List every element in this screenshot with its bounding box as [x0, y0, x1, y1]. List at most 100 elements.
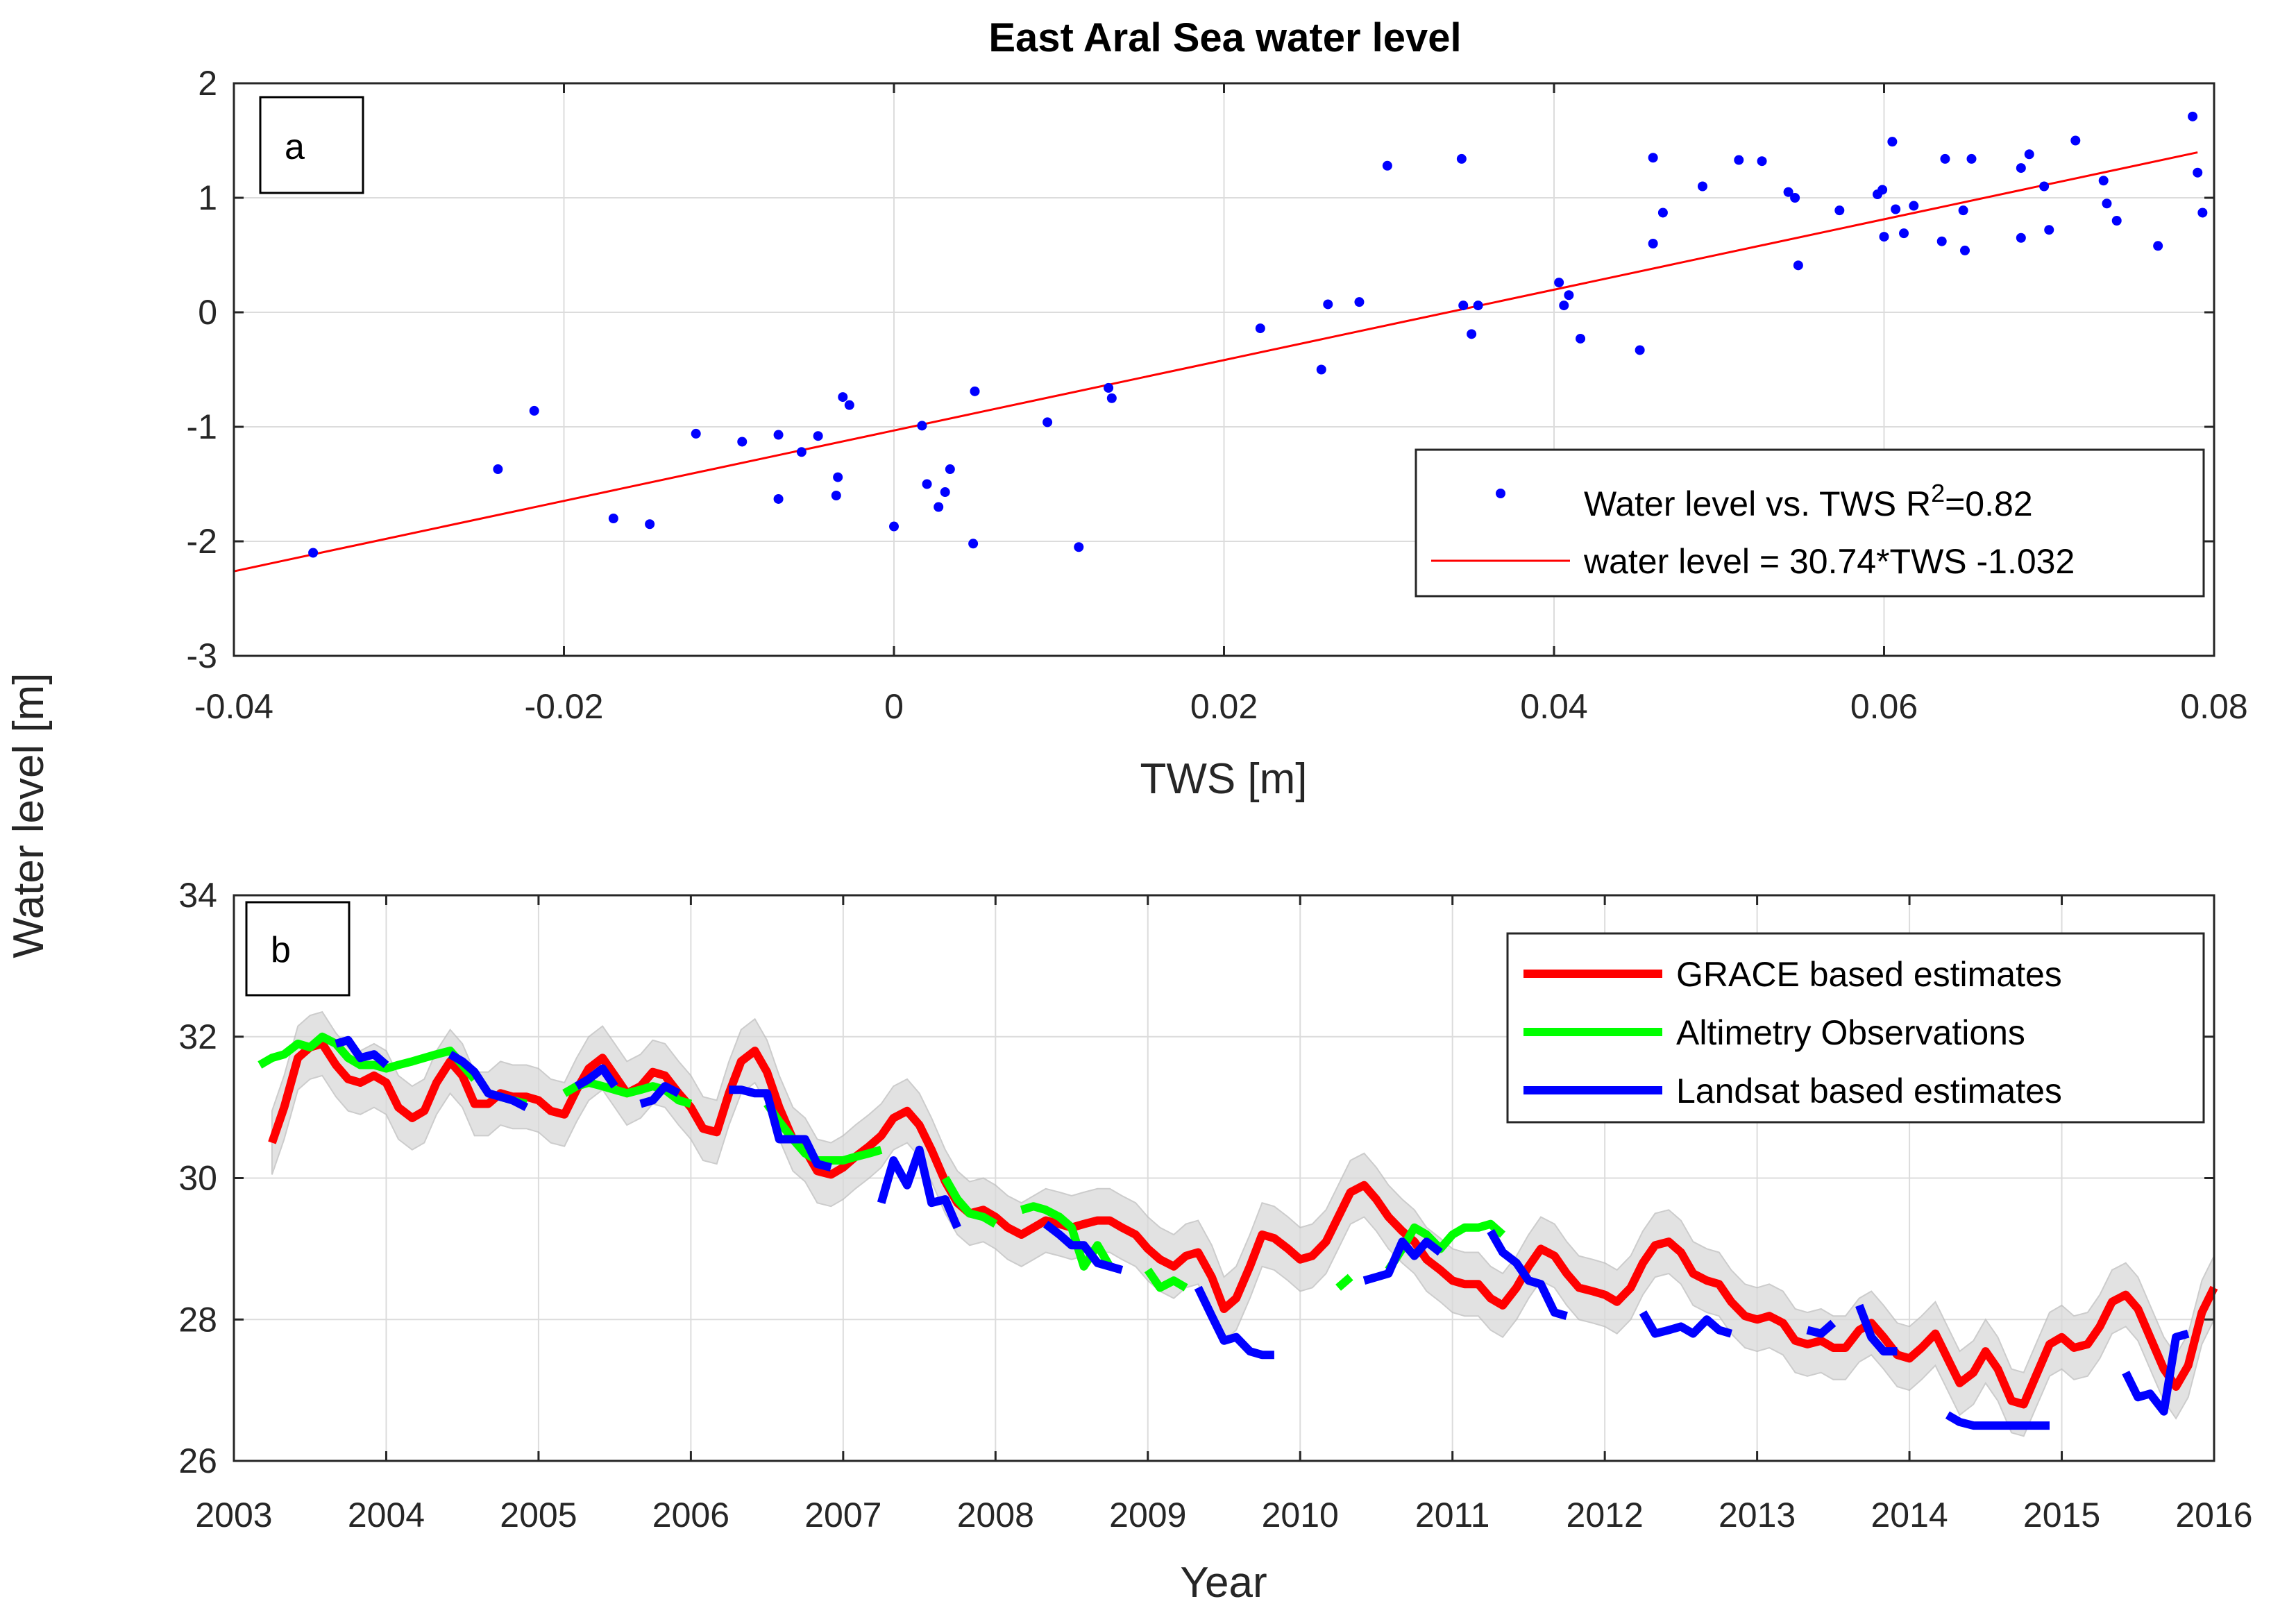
landsat-series-line [448, 1051, 529, 1111]
landsat-series-line [1043, 1220, 1124, 1274]
scatter-point [2016, 232, 2026, 243]
scatter-point [1576, 333, 1586, 344]
altimetry-series-line [1385, 1219, 1506, 1273]
scatter-point [1734, 155, 1744, 165]
landsat-series-line [639, 1082, 681, 1108]
panel-a-x-ticks: -0.04 -0.02 0 0.02 0.04 0.06 0.08 [194, 83, 2248, 726]
scatter-point [940, 487, 950, 498]
scatter-point [2197, 208, 2208, 218]
landsat-series-line [1806, 1319, 1837, 1338]
scatter-point [1473, 301, 1483, 311]
scatter-point [2188, 111, 2198, 121]
scatter-point [1316, 364, 1326, 375]
panel-a-x-tick-label: 0.08 [2180, 687, 2247, 726]
landsat-series-line [335, 1035, 389, 1069]
scatter-point [1554, 278, 1564, 288]
panel-b-tag-text: b [271, 930, 291, 970]
scatter-point [945, 464, 955, 475]
scatter-point [1959, 245, 1970, 255]
panel-b-x-tick-label: 2016 [2175, 1496, 2252, 1534]
scatter-point [2153, 241, 2163, 251]
scatter-point [1255, 323, 1265, 334]
panel-a-y-tick-label: -1 [187, 407, 217, 446]
figure-title: East Aral Sea water level [988, 15, 1461, 60]
scatter-point [796, 447, 807, 457]
panel-b-x-tick-label: 2006 [652, 1496, 729, 1534]
scatter-point [1657, 208, 1668, 218]
scatter-point [2070, 135, 2081, 146]
altimetry-series-line [1335, 1274, 1353, 1291]
scatter-point [737, 437, 748, 447]
scatter-point [922, 479, 932, 489]
scatter-point [1940, 153, 1950, 164]
scatter-point [1891, 204, 1901, 214]
panel-b-x-tick-label: 2009 [1109, 1496, 1186, 1534]
panel-a: -0.04 -0.02 0 0.02 0.04 0.06 0.08 -3 -2 -1 0 1 2 TW… [187, 64, 2248, 803]
scatter-point [773, 493, 784, 504]
scatter-point [1456, 153, 1467, 164]
legend-altimetry-label: Altimetry Observations [1676, 1013, 2025, 1052]
scatter-points [308, 111, 2208, 558]
scatter-point [1793, 260, 1803, 271]
panel-b-x-tick-label: 2013 [1719, 1496, 1796, 1534]
scatter-point [1564, 290, 1574, 301]
scatter-point [1877, 185, 1888, 195]
panel-b-y-tick-label: 26 [178, 1441, 217, 1480]
panel-b-x-ticks: 2003 2004 2005 2006 2007 2008 2009 2010 2011 2012… [195, 895, 2253, 1534]
panel-b-x-tick-label: 2010 [1262, 1496, 1339, 1534]
scatter-point [691, 428, 701, 439]
panel-b-x-tick-label: 2014 [1871, 1496, 1948, 1534]
panel-b-x-axis-label: Year [1180, 1559, 1267, 1607]
scatter-point [1458, 301, 1469, 311]
scatter-point [2098, 176, 2109, 186]
scatter-point [934, 502, 944, 512]
panel-b-tag: b [245, 901, 351, 997]
scatter-point [889, 521, 899, 532]
scatter-point [1790, 193, 1800, 203]
scatter-point [813, 431, 823, 441]
scatter-point [1382, 160, 1392, 171]
panel-a-y-tick-label: 0 [198, 293, 217, 332]
panel-b-x-tick-label: 2008 [957, 1496, 1034, 1534]
scatter-point [1323, 299, 1333, 310]
scatter-point [2024, 149, 2034, 160]
landsat-series-line [1194, 1285, 1274, 1360]
altimetry-series-line [1144, 1267, 1188, 1292]
panel-a-tag: a [259, 96, 364, 194]
landsat-series-line [1487, 1228, 1568, 1320]
panel-b-x-tick-label: 2007 [804, 1496, 881, 1534]
landsat-series-line [1362, 1237, 1443, 1285]
legend-grace-label: GRACE based estimates [1676, 955, 2062, 994]
scatter-point [970, 386, 980, 396]
panel-b-x-tick-label: 2011 [1415, 1496, 1490, 1534]
legend-scatter-label-prefix: Water level vs. TWS R [1584, 484, 1931, 523]
landsat-series-line [2122, 1329, 2190, 1416]
scatter-point [1354, 297, 1365, 307]
landsat-series-line [1855, 1303, 1898, 1356]
panel-a-x-tick-label: 0 [884, 687, 904, 726]
panel-b-x-tick-label: 2004 [348, 1496, 425, 1534]
scatter-point [1042, 417, 1053, 428]
scatter-point [1757, 156, 1767, 167]
panel-b-x-tick-label: 2005 [500, 1496, 577, 1534]
scatter-point [1966, 153, 1977, 164]
scatter-point [917, 421, 927, 431]
legend-scatter-label-suffix: =0.82 [1945, 484, 2033, 523]
panel-a-x-tick-label: 0.06 [1850, 687, 1918, 726]
panel-b-y-tick-label: 30 [178, 1159, 217, 1198]
panel-b-y-tick-label: 28 [178, 1300, 217, 1339]
landsat-series-line [877, 1145, 961, 1230]
panel-a-x-axis-label: TWS [m] [1140, 755, 1307, 803]
panel-a-legend: Water level vs. TWS R2=0.82 water level … [1415, 448, 2205, 598]
scatter-point [645, 519, 655, 530]
scatter-point [1936, 236, 1947, 246]
landsat-series-line [1945, 1411, 2050, 1430]
scatter-point [1559, 301, 1569, 311]
scatter-point [1909, 201, 1919, 211]
legend-landsat-label: Landsat based estimates [1676, 1072, 2062, 1110]
panel-a-x-tick-label: 0.02 [1190, 687, 1258, 726]
scatter-point [838, 392, 848, 403]
fit-line [233, 151, 2198, 573]
altimetry-series-line [763, 1101, 883, 1165]
